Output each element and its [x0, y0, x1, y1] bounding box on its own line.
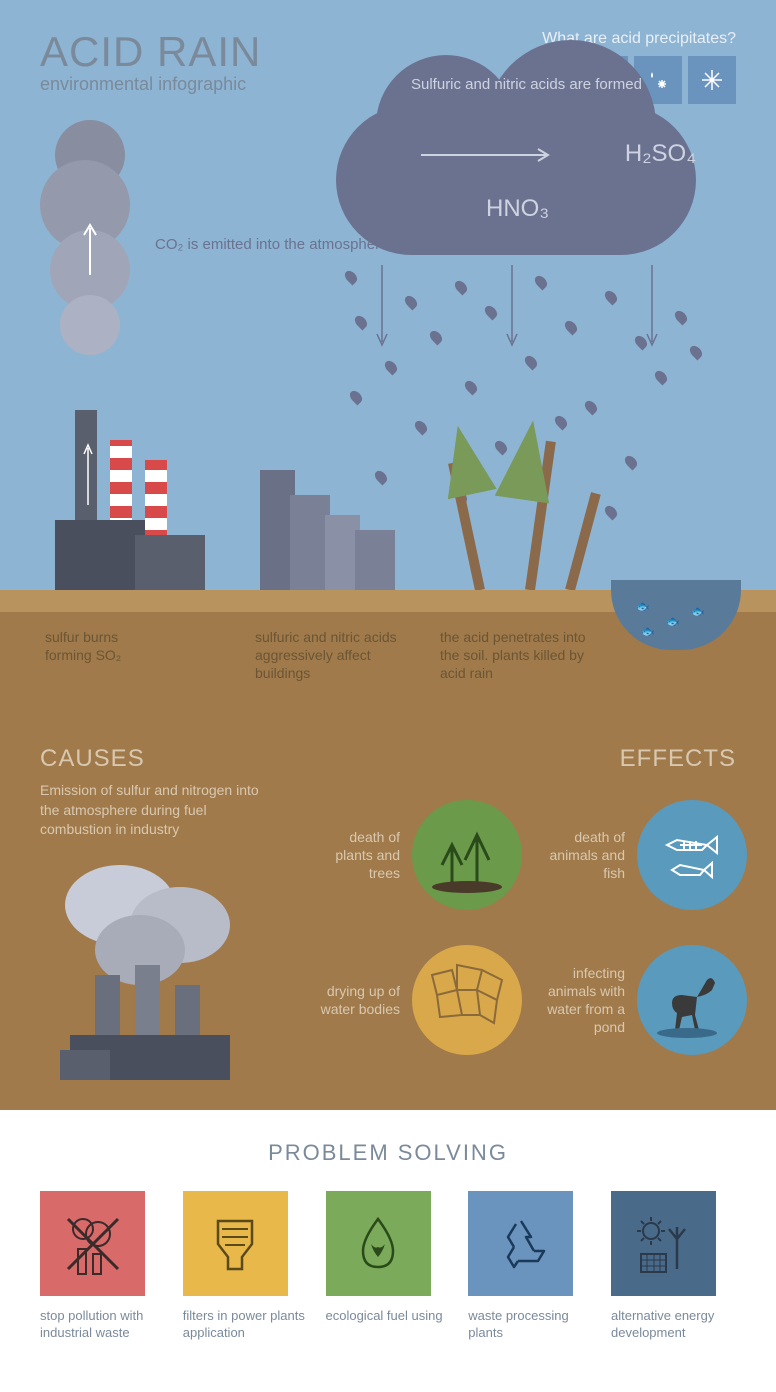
infographic-container: ACID RAIN environmental infographic What…	[0, 0, 776, 1392]
causes-factory-illustration	[40, 855, 270, 1085]
subtitle: environmental infographic	[40, 74, 261, 95]
solving-section: PROBLEM SOLVING stop pollution with indu…	[0, 1110, 776, 1392]
effect-animals: death of animals and fish	[535, 800, 747, 910]
solution-label: filters in power plants application	[183, 1308, 308, 1342]
title-block: ACID RAIN environmental infographic	[40, 28, 261, 95]
sky-section: ACID RAIN environmental infographic What…	[0, 0, 776, 590]
effect-label: death of plants and trees	[310, 828, 400, 883]
ground-label-buildings: sulfuric and nitric acids aggressively a…	[255, 628, 405, 683]
main-title: ACID RAIN	[40, 28, 261, 76]
alt-energy-icon	[611, 1191, 716, 1296]
effects-title: EFFECTS	[620, 745, 736, 773]
solution-label: stop pollution with industrial waste	[40, 1308, 165, 1342]
rain-arrow-icon	[506, 260, 518, 350]
filter-icon	[183, 1191, 288, 1296]
effect-deer-icon	[637, 945, 747, 1055]
causes-block: CAUSES Emission of sulfur and nitrogen i…	[40, 745, 280, 840]
effect-plants: death of plants and trees	[310, 800, 522, 910]
acid-cloud: Sulfuric and nitric acids are formed H₂S…	[336, 105, 716, 255]
solution-stop-pollution: stop pollution with industrial waste	[40, 1191, 165, 1342]
rain-arrow-icon	[646, 260, 658, 350]
effect-label: drying up of water bodies	[310, 982, 400, 1018]
cloud-text: Sulfuric and nitric acids are formed	[411, 75, 642, 95]
effect-fish-icon	[637, 800, 747, 910]
formula-hno3: HNO₃	[486, 195, 549, 223]
eco-fuel-icon	[326, 1191, 431, 1296]
effect-water: drying up of water bodies	[310, 945, 522, 1055]
causes-title: CAUSES	[40, 745, 280, 773]
trees-scene	[445, 420, 595, 590]
solution-label: ecological fuel using	[326, 1308, 451, 1325]
ground-label-sulfur: sulfur burns forming SO₂	[45, 628, 165, 664]
solutions-row: stop pollution with industrial waste fil…	[40, 1191, 736, 1342]
city-scene	[260, 460, 410, 590]
solution-eco-fuel: ecological fuel using	[326, 1191, 451, 1342]
stack-arrow-icon	[83, 440, 93, 510]
solution-recycle: waste processing plants	[468, 1191, 593, 1342]
solving-title: PROBLEM SOLVING	[40, 1140, 736, 1166]
ground-section: 🐟 🐟 🐟 🐟 sulfur burns forming SO₂ sulfuri…	[0, 590, 776, 1110]
smoke-arrow-icon	[80, 220, 100, 280]
solution-filters: filters in power plants application	[183, 1191, 308, 1342]
solution-label: waste processing plants	[468, 1308, 593, 1342]
smoke-plume	[40, 120, 140, 380]
effect-cracks-icon	[412, 945, 522, 1055]
rain-arrow-icon	[376, 260, 388, 350]
solution-alt-energy: alternative energy development	[611, 1191, 736, 1342]
causes-text: Emission of sulfur and nitrogen into the…	[40, 781, 280, 840]
ground-label-soil: the acid penetrates into the soil. plant…	[440, 628, 590, 683]
effect-trees-icon	[412, 800, 522, 910]
pond: 🐟 🐟 🐟 🐟	[611, 580, 741, 650]
effect-infecting: infecting animals with water from a pond	[535, 945, 747, 1055]
effect-label: infecting animals with water from a pond	[535, 964, 625, 1037]
snow-icon	[688, 56, 736, 104]
factory-scene	[35, 380, 225, 590]
solution-label: alternative energy development	[611, 1308, 736, 1342]
stop-pollution-icon	[40, 1191, 145, 1296]
effect-label: death of animals and fish	[535, 828, 625, 883]
formula-h2so4: H₂SO₄	[625, 140, 696, 168]
recycle-icon	[468, 1191, 573, 1296]
cloud-arrow-icon	[416, 145, 556, 165]
